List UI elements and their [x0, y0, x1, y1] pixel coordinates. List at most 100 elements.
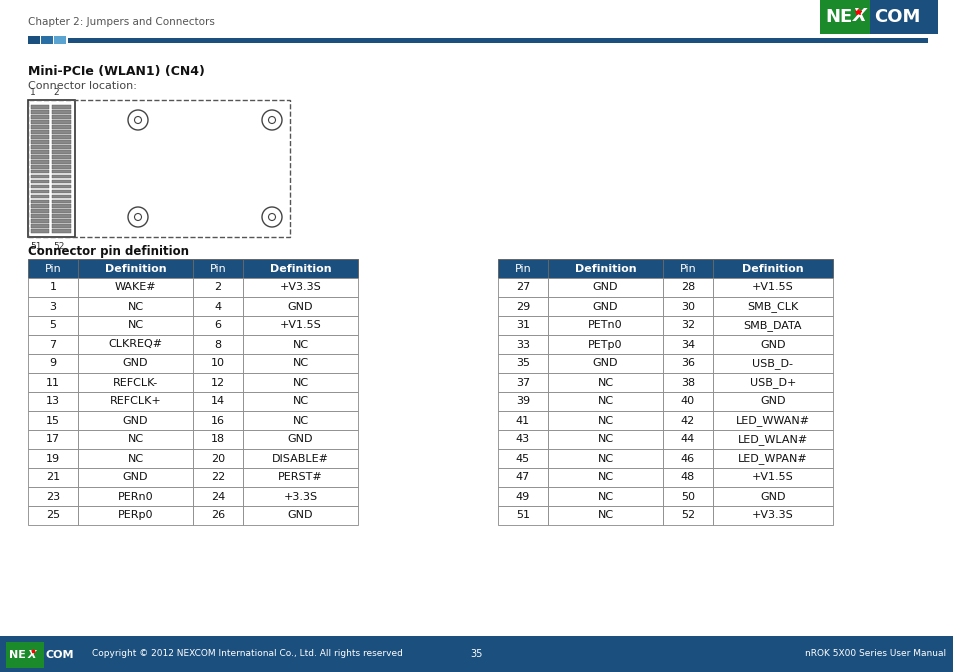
Bar: [78, 278, 193, 297]
Text: GND: GND: [760, 491, 785, 501]
Bar: [243, 335, 357, 354]
Bar: [78, 506, 193, 525]
Bar: [52, 214, 71, 218]
Bar: [78, 411, 193, 430]
Bar: [712, 392, 832, 411]
Text: REFCLK+: REFCLK+: [110, 396, 161, 407]
Text: 18: 18: [211, 435, 225, 444]
Text: 17: 17: [46, 435, 60, 444]
Text: X: X: [28, 650, 36, 659]
Bar: [662, 506, 712, 525]
Text: Mini-PCIe (WLAN1) (CN4): Mini-PCIe (WLAN1) (CN4): [28, 65, 205, 78]
Circle shape: [128, 110, 148, 130]
Bar: [28, 449, 78, 468]
Text: GND: GND: [592, 358, 618, 368]
Bar: [30, 140, 50, 144]
Bar: [662, 468, 712, 487]
Bar: [52, 190, 71, 194]
Text: 10: 10: [211, 358, 225, 368]
Text: GND: GND: [760, 339, 785, 349]
Text: 24: 24: [211, 491, 225, 501]
Bar: [662, 259, 712, 278]
Bar: [547, 411, 662, 430]
Bar: [497, 411, 547, 430]
Bar: [243, 468, 357, 487]
Text: NC: NC: [597, 454, 613, 464]
Bar: [547, 468, 662, 487]
Text: +3.3S: +3.3S: [283, 491, 317, 501]
Text: 35: 35: [471, 649, 482, 659]
Bar: [28, 392, 78, 411]
Text: Chapter 2: Jumpers and Connectors: Chapter 2: Jumpers and Connectors: [28, 17, 214, 27]
Bar: [547, 392, 662, 411]
Text: USB_D-: USB_D-: [752, 358, 793, 369]
Bar: [662, 316, 712, 335]
Bar: [30, 120, 50, 124]
Text: 22: 22: [211, 472, 225, 482]
Text: 31: 31: [516, 321, 530, 331]
Bar: [662, 430, 712, 449]
Bar: [662, 335, 712, 354]
Bar: [547, 354, 662, 373]
Text: Definition: Definition: [270, 263, 331, 274]
Bar: [78, 259, 193, 278]
Bar: [30, 125, 50, 129]
Text: PETp0: PETp0: [588, 339, 622, 349]
Bar: [712, 259, 832, 278]
Text: COM: COM: [46, 650, 74, 660]
Bar: [30, 219, 50, 223]
Bar: [28, 506, 78, 525]
Bar: [30, 155, 50, 159]
Bar: [193, 373, 243, 392]
Text: NC: NC: [128, 321, 143, 331]
Text: 13: 13: [46, 396, 60, 407]
Bar: [28, 335, 78, 354]
Bar: [52, 195, 71, 198]
Bar: [52, 145, 71, 149]
Text: NC: NC: [293, 378, 308, 388]
Text: 6: 6: [214, 321, 221, 331]
Bar: [78, 487, 193, 506]
Text: 51: 51: [30, 242, 42, 251]
Bar: [52, 229, 71, 233]
Bar: [52, 165, 71, 169]
Bar: [662, 297, 712, 316]
Text: NC: NC: [597, 396, 613, 407]
Bar: [30, 195, 50, 198]
Bar: [30, 214, 50, 218]
Bar: [193, 278, 243, 297]
Text: 15: 15: [46, 415, 60, 425]
Text: Pin: Pin: [210, 263, 226, 274]
Bar: [712, 506, 832, 525]
Bar: [52, 185, 71, 188]
Text: 26: 26: [211, 511, 225, 521]
Bar: [497, 392, 547, 411]
Text: 16: 16: [211, 415, 225, 425]
Bar: [78, 297, 193, 316]
Bar: [497, 449, 547, 468]
Text: PETn0: PETn0: [588, 321, 622, 331]
Text: NC: NC: [128, 454, 143, 464]
Bar: [30, 229, 50, 233]
Bar: [712, 335, 832, 354]
Bar: [712, 468, 832, 487]
Bar: [193, 506, 243, 525]
Text: 11: 11: [46, 378, 60, 388]
Text: NE: NE: [9, 650, 26, 660]
Text: 32: 32: [680, 321, 695, 331]
Text: +V3.3S: +V3.3S: [751, 511, 793, 521]
Bar: [0, 636, 953, 672]
Text: 29: 29: [516, 302, 530, 312]
Bar: [52, 135, 71, 138]
Bar: [193, 316, 243, 335]
Text: Definition: Definition: [105, 263, 166, 274]
Text: NC: NC: [597, 511, 613, 521]
Bar: [547, 487, 662, 506]
Text: 39: 39: [516, 396, 530, 407]
Bar: [78, 468, 193, 487]
Text: 3: 3: [50, 302, 56, 312]
Text: GND: GND: [760, 396, 785, 407]
Bar: [243, 392, 357, 411]
Text: SMB_CLK: SMB_CLK: [746, 301, 798, 312]
Bar: [30, 190, 50, 194]
